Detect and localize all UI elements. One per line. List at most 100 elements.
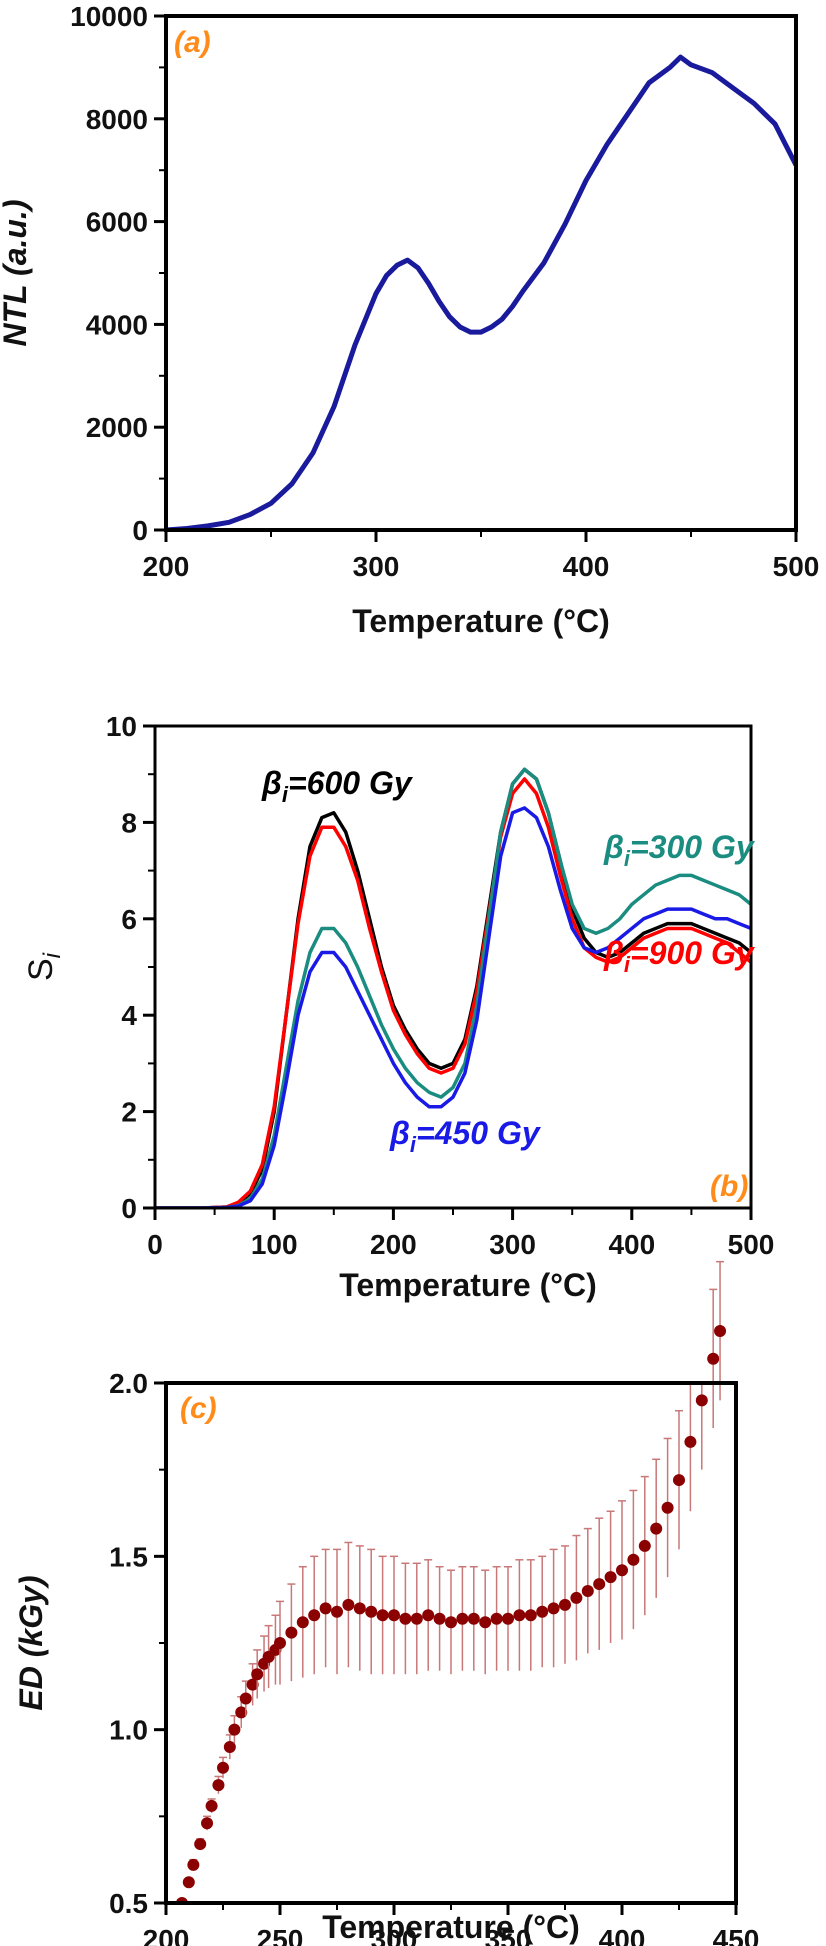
data-point-ed — [410, 1612, 423, 1625]
data-point-ed — [388, 1609, 400, 1622]
y-axis-label-b: Si — [22, 952, 66, 981]
y-tick-label-a: 0 — [132, 515, 148, 546]
data-point-ed — [616, 1564, 628, 1577]
data-point-ntl — [730, 85, 736, 91]
data-point-ed — [433, 1612, 446, 1625]
data-point-ed — [714, 1325, 727, 1337]
data-point-ed — [319, 1602, 332, 1615]
series-line-ntl — [166, 54, 796, 530]
data-point-ntl — [331, 404, 337, 409]
y-tick-label-a: 6000 — [86, 207, 148, 238]
data-point-ed — [342, 1598, 355, 1611]
annotation-beta-450-gy: βi=450 Gy — [389, 1115, 542, 1157]
data-point-ed — [228, 1723, 241, 1736]
panel-label-b: (b) — [710, 1170, 748, 1203]
data-point-ed — [194, 1838, 207, 1851]
annotation-subscript: i — [624, 846, 631, 871]
data-point-ntl — [247, 512, 253, 517]
series-line-300-gy — [155, 767, 751, 1208]
y-axis-label-c: ED (kGy) — [13, 1575, 49, 1710]
data-point-ntl — [667, 65, 673, 70]
data-point-ed — [239, 1692, 252, 1705]
plot-frame-a — [164, 14, 798, 532]
y-tick-label-a: 2000 — [86, 412, 148, 443]
data-point-ntl — [352, 342, 358, 348]
annotation-symbol: β — [603, 935, 624, 971]
data-point-ntl — [709, 70, 715, 75]
x-tick-label-b: 400 — [608, 1229, 655, 1260]
annotation-beta-600-gy: βi=600 Gy — [261, 765, 414, 807]
data-point-ed — [479, 1616, 492, 1629]
data-point-ntl — [268, 501, 274, 506]
data-point-ed — [187, 1858, 200, 1871]
y-tick-label-b: 10 — [106, 711, 137, 742]
data-point-ed — [502, 1612, 514, 1625]
data-point-ed — [422, 1609, 435, 1622]
data-point-ed — [399, 1612, 412, 1625]
data-point-ed — [513, 1609, 526, 1622]
x-tick-label-b: 100 — [251, 1229, 298, 1260]
annotation-beta-300-gy: βi=300 Gy — [603, 829, 756, 871]
data-point-ntl — [583, 178, 589, 183]
data-point-ntl — [447, 314, 452, 319]
data-point-ed — [365, 1605, 378, 1618]
annotation-symbol: β — [389, 1115, 410, 1151]
x-tick-label-c: 350 — [485, 1924, 532, 1946]
y-tick-label-c: 2.0 — [109, 1368, 148, 1399]
data-point-ntl — [384, 273, 389, 278]
annotation-value: =900 Gy — [630, 935, 756, 971]
x-tick-label-c: 400 — [599, 1924, 646, 1946]
y-tick-label-b: 6 — [121, 904, 137, 935]
data-point-ed — [581, 1585, 594, 1597]
x-axis-label-b: Temperature (°C) — [339, 1267, 597, 1303]
y-axis-label-b-main: S — [22, 958, 60, 981]
data-point-ed — [536, 1605, 549, 1618]
data-point-ntl — [499, 317, 505, 322]
data-point-ed — [524, 1609, 537, 1622]
y-tick-label-b: 4 — [121, 1000, 137, 1031]
data-point-ed — [456, 1612, 469, 1625]
series-line-450-gy — [155, 806, 751, 1208]
data-point-ntl — [688, 62, 694, 68]
x-tick-label-a: 300 — [353, 551, 400, 582]
data-point-ed — [217, 1761, 229, 1774]
data-point-ed — [695, 1394, 708, 1407]
data-point-ntl — [625, 111, 631, 116]
data-point-ed — [661, 1501, 674, 1514]
data-point-ntl — [541, 260, 547, 265]
data-point-ed — [223, 1741, 236, 1753]
x-tick-label-a: 400 — [563, 551, 610, 582]
data-point-ntl — [478, 329, 484, 335]
data-point-ed — [353, 1602, 366, 1615]
x-axis-label-c: Temperature (°C) — [322, 1909, 580, 1945]
y-tick-label-a: 10000 — [70, 1, 148, 32]
annotation-subscript: i — [624, 952, 631, 977]
annotation-symbol: β — [603, 829, 624, 865]
x-tick-label-c: 450 — [713, 1924, 760, 1946]
data-point-ntl — [289, 481, 295, 486]
data-point-ed — [235, 1706, 248, 1719]
data-point-ed — [205, 1799, 218, 1812]
data-point-ed — [285, 1626, 298, 1639]
y-tick-label-a: 4000 — [86, 309, 148, 340]
data-point-ed — [673, 1474, 685, 1487]
x-tick-label-c: 300 — [371, 1924, 418, 1946]
x-tick-label-b: 0 — [147, 1229, 163, 1260]
series-line-900-gy — [155, 777, 751, 1208]
data-point-ed — [308, 1609, 321, 1622]
x-tick-label-b: 300 — [489, 1229, 536, 1260]
data-point-ed — [201, 1817, 214, 1830]
annotation-value: =450 Gy — [416, 1115, 542, 1151]
data-point-ntl — [415, 265, 421, 271]
y-tick-label-c: 1.0 — [109, 1715, 148, 1746]
y-tick-label-c: 1.5 — [109, 1541, 148, 1572]
data-point-ed — [570, 1591, 583, 1604]
x-tick-label-a: 200 — [143, 551, 190, 582]
panel-a: 200 300 400 500 0 2000 4000 6000 8000 10000 (a) T… — [0, 1, 819, 639]
panel-label-c: (c) — [180, 1392, 217, 1425]
x-tick-label-b: 200 — [370, 1229, 417, 1260]
data-point-ed — [638, 1539, 651, 1552]
data-point-ntl — [604, 142, 610, 147]
data-point-ed — [467, 1612, 480, 1625]
x-tick-label-c: 200 — [143, 1924, 190, 1946]
